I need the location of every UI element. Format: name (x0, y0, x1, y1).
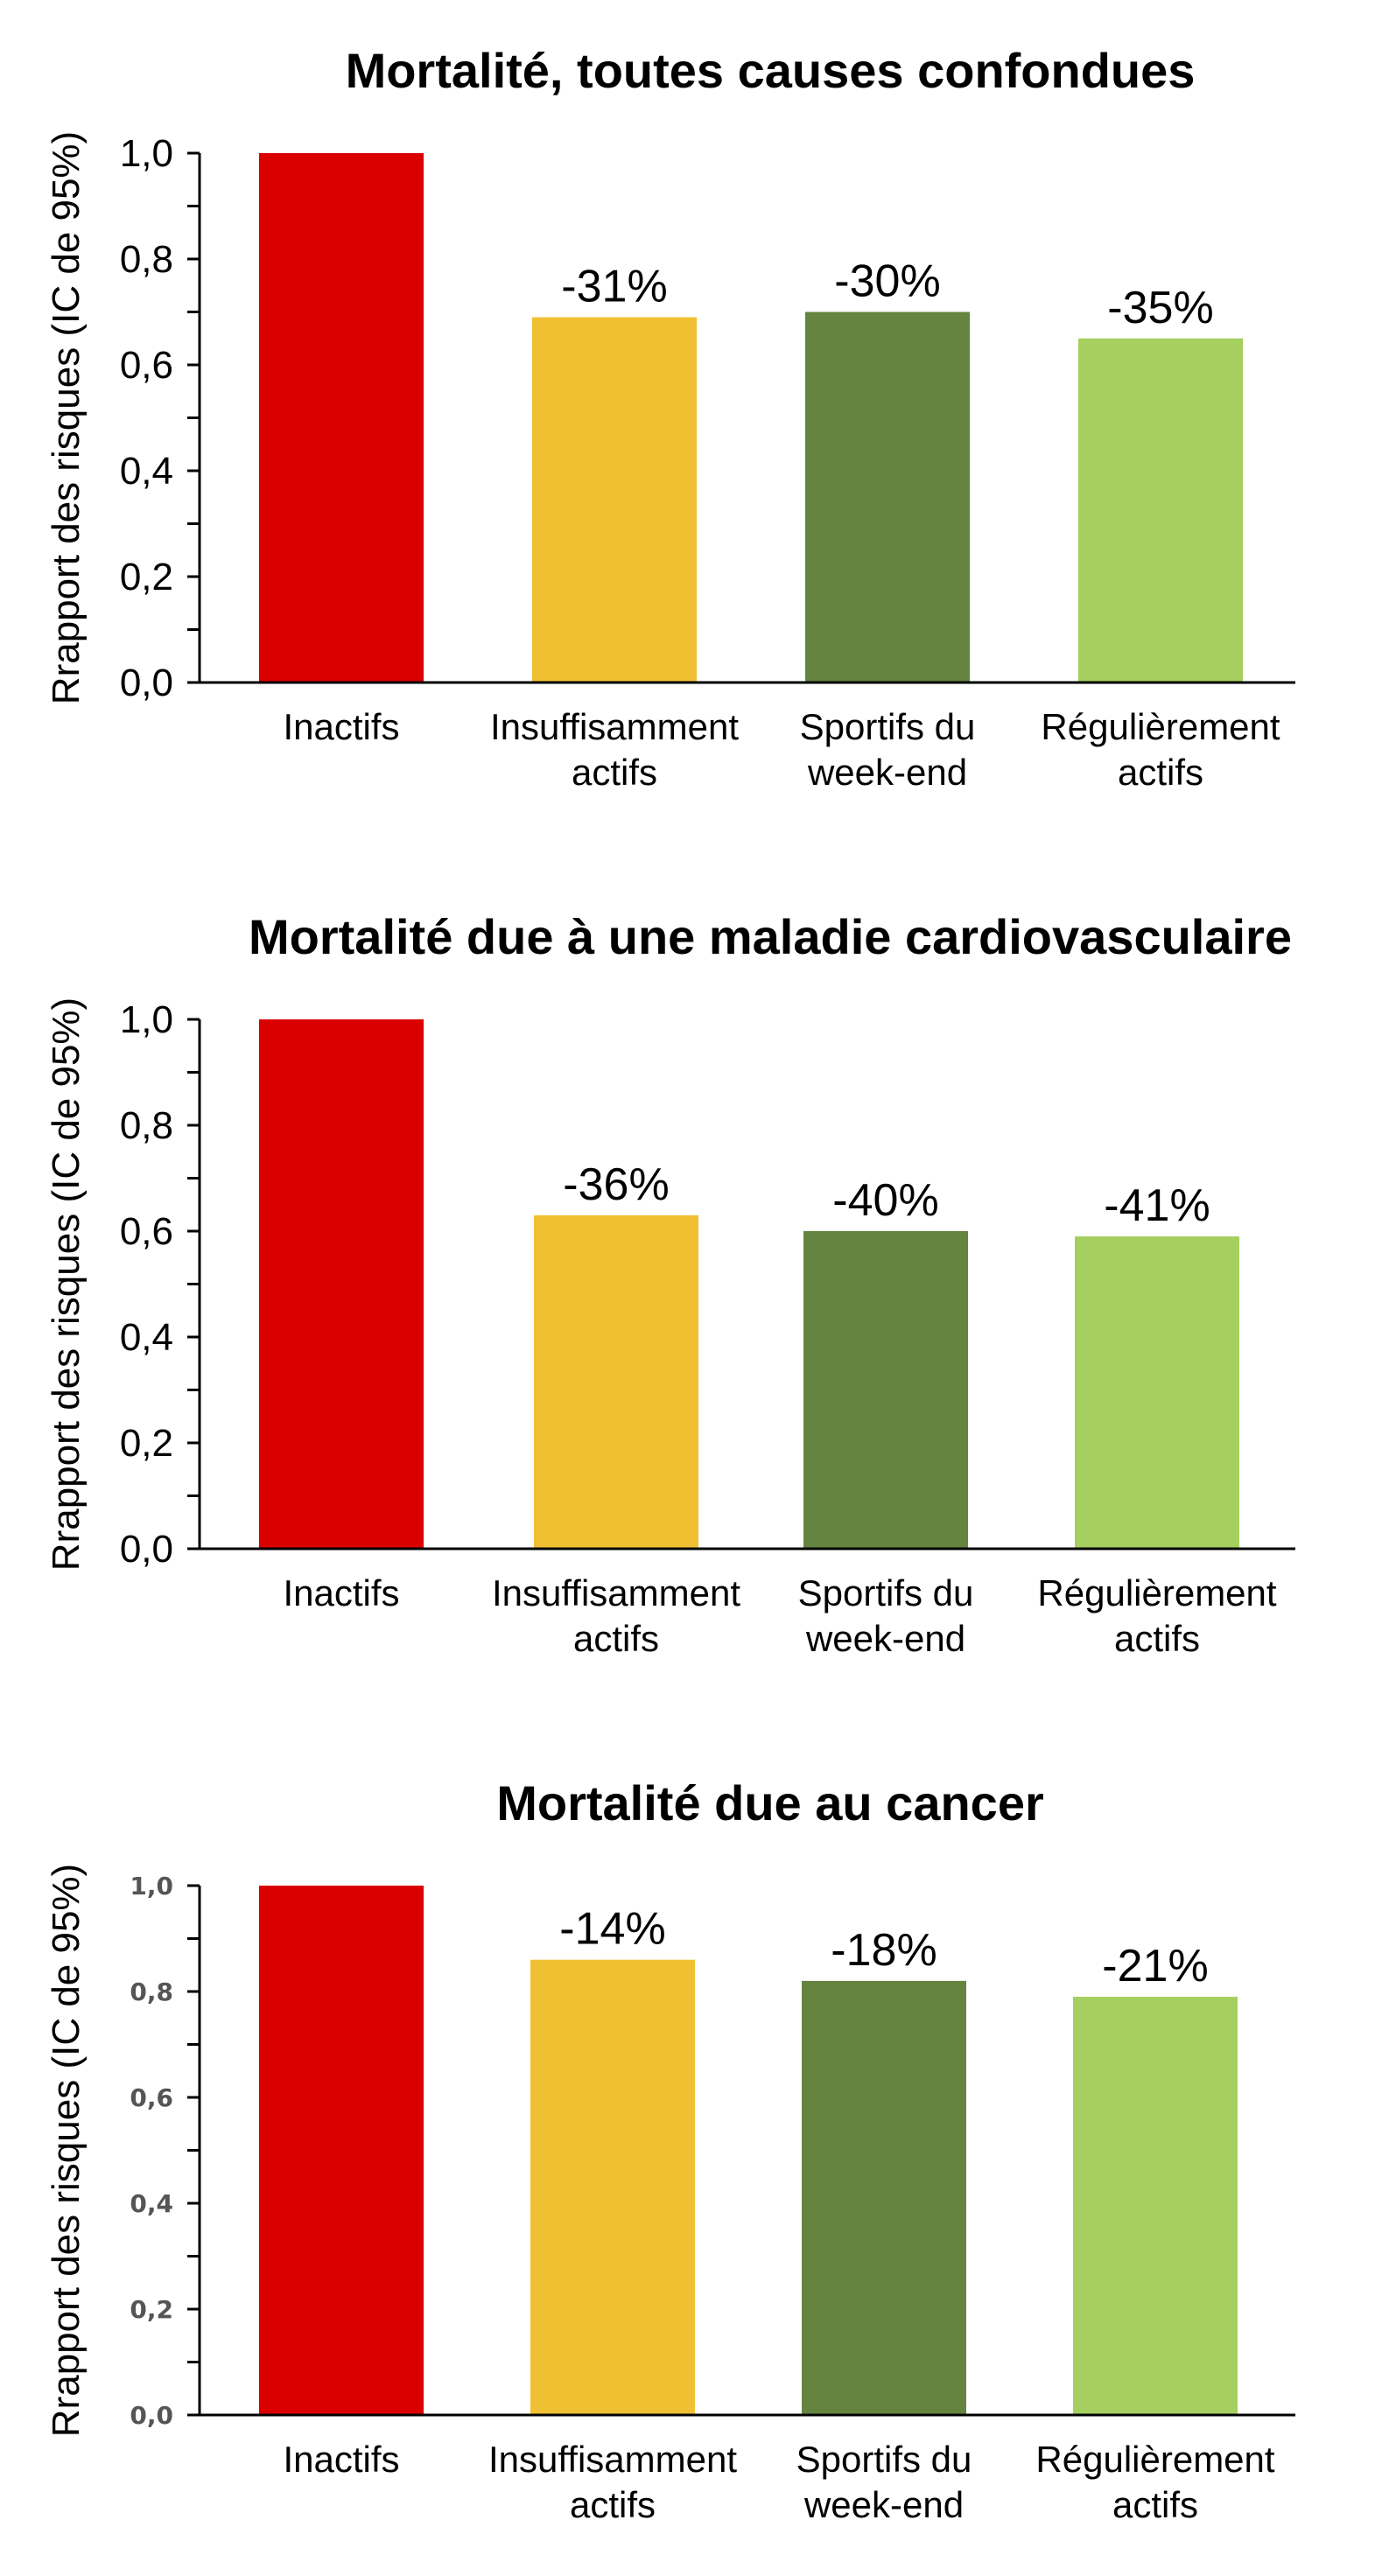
chart-all-causes-svg: Mortalité, toutes causes confondues Rrapp… (45, 43, 1295, 793)
category-label: actifs (572, 752, 657, 793)
data-label: -30% (834, 256, 940, 307)
y-tick-label: 0,4 (120, 450, 173, 493)
chart-cancer: Mortalité due au cancer Rrapport des risq… (0, 1732, 1375, 2576)
category-label: Insuffisamment (488, 2439, 737, 2480)
bar (1078, 338, 1243, 682)
y-tick-label: 0,6 (120, 1210, 173, 1253)
y-axis-label: Rrapport des risques (IC de 95%) (45, 998, 88, 1571)
category-label: actifs (573, 1618, 659, 1659)
y-tick-label: 0,0 (120, 1528, 173, 1571)
data-label: -18% (831, 1925, 937, 1976)
data-label: -21% (1102, 1941, 1208, 1992)
category-label: week-end (807, 752, 967, 793)
y-axis-label: Rrapport des risques (IC de 95%) (45, 1864, 88, 2437)
chart-title: Mortalité due au cancer (496, 1775, 1044, 1830)
bar (259, 153, 424, 682)
category-label: Régulièrement (1037, 1572, 1276, 1614)
bar (805, 312, 970, 682)
category-label: Inactifs (283, 2439, 399, 2480)
data-label: -41% (1104, 1180, 1210, 1231)
category-label: actifs (1112, 2484, 1198, 2525)
chart-cardiovascular: Mortalité due à une maladie cardiovascul… (0, 866, 1375, 1706)
category-label: Régulièrement (1041, 706, 1280, 747)
bar (803, 1231, 968, 1549)
category-label: actifs (570, 2484, 656, 2525)
category-label: Inactifs (283, 706, 399, 747)
chart-cancer-svg: Mortalité due au cancer Rrapport des risq… (45, 1775, 1295, 2525)
y-tick-label: 0,2 (130, 2295, 173, 2324)
y-tick-label: 1,0 (130, 1872, 173, 1900)
y-tick-label: 0,8 (120, 1104, 173, 1147)
category-label: Inactifs (283, 1572, 399, 1614)
category-label: actifs (1118, 752, 1203, 793)
y-tick-label: 0,0 (130, 2401, 173, 2430)
data-label: -14% (559, 1904, 665, 1955)
bar (259, 1886, 424, 2415)
category-label: week-end (805, 1618, 965, 1659)
category-label: Insuffisamment (492, 1572, 740, 1614)
y-tick-label: 0,8 (120, 238, 173, 281)
y-tick-label: 1,0 (120, 132, 173, 175)
data-label: -40% (832, 1175, 938, 1226)
bar (1073, 1997, 1238, 2415)
category-label: Régulièrement (1035, 2439, 1274, 2480)
bar (530, 1959, 695, 2415)
y-tick-label: 0,2 (120, 1422, 173, 1465)
y-tick-label: 0,2 (120, 556, 173, 598)
category-label: Insuffisamment (490, 706, 739, 747)
chart-title: Mortalité, toutes causes confondues (346, 43, 1196, 98)
chart-cardiovascular-svg: Mortalité due à une maladie cardiovascul… (45, 909, 1295, 1659)
category-label: week-end (803, 2484, 964, 2525)
y-axis-label: Rrapport des risques (IC de 95%) (45, 131, 88, 704)
category-label: Sportifs du (798, 1572, 974, 1614)
bar (532, 317, 697, 682)
chart-all-causes: Mortalité, toutes causes confondues Rrapp… (0, 0, 1375, 840)
bar (1075, 1236, 1239, 1549)
y-tick-label: 1,0 (120, 998, 173, 1041)
category-label: actifs (1114, 1618, 1200, 1659)
y-tick-label: 0,6 (120, 344, 173, 387)
data-label: -36% (563, 1159, 669, 1210)
y-tick-label: 0,0 (120, 662, 173, 704)
category-label: Sportifs du (796, 2439, 972, 2480)
bar (802, 1980, 966, 2415)
data-label: -35% (1107, 283, 1213, 333)
data-label: -31% (561, 262, 667, 312)
category-label: Sportifs du (800, 706, 976, 747)
y-tick-label: 0,4 (130, 2189, 173, 2218)
y-tick-label: 0,4 (120, 1316, 173, 1359)
y-tick-label: 0,6 (130, 2083, 173, 2112)
bar (259, 1019, 424, 1549)
bar (534, 1214, 698, 1549)
chart-title: Mortalité due à une maladie cardiovascul… (249, 909, 1292, 964)
y-tick-label: 0,8 (130, 1978, 173, 2006)
